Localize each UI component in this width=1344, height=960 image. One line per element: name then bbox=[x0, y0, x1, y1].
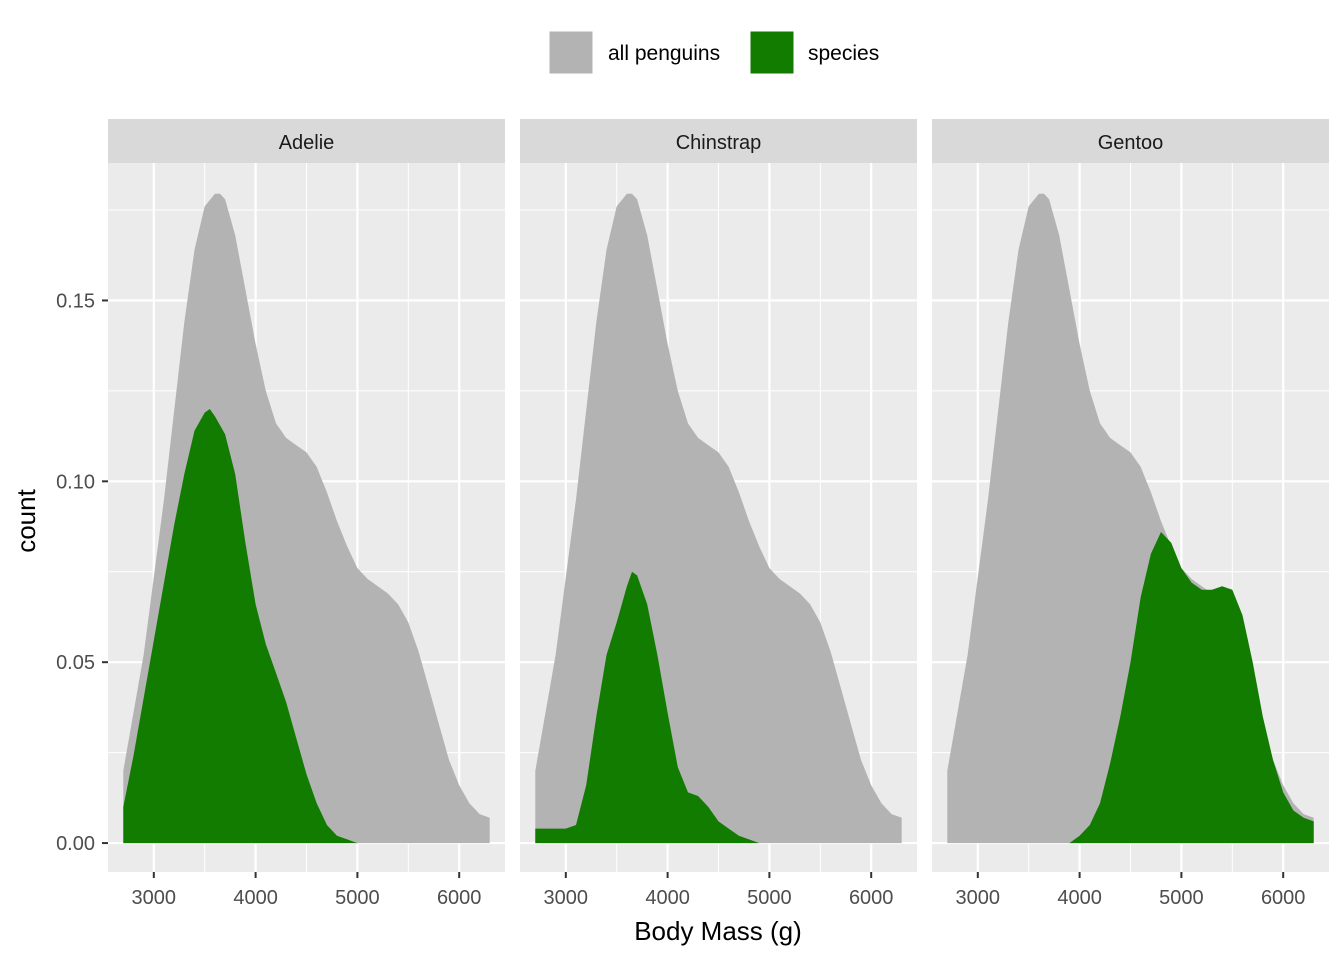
panel-gentoo: Gentoo 3000 4000 5000 6000 bbox=[932, 119, 1329, 909]
strip-label-gentoo: Gentoo bbox=[1098, 132, 1164, 154]
area-species-gentoo bbox=[947, 532, 1314, 844]
density-areas-adelie bbox=[123, 193, 490, 844]
legend-key-all-penguins bbox=[548, 30, 594, 75]
x-axis-title: Body Mass (g) bbox=[634, 916, 802, 946]
strip-chinstrap bbox=[520, 119, 917, 163]
legend: all penguins species bbox=[548, 30, 879, 75]
x-tick-label: 5000 bbox=[335, 887, 380, 909]
y-axis: 0.00 0.05 0.10 0.15 bbox=[56, 290, 108, 855]
x-tick-label: 3000 bbox=[544, 887, 589, 909]
x-tick-label: 4000 bbox=[233, 887, 278, 909]
x-tick-label: 6000 bbox=[437, 887, 482, 909]
area-species-chinstrap bbox=[535, 571, 790, 844]
x-axis-chinstrap: 3000 4000 5000 6000 bbox=[544, 872, 894, 909]
panel-adelie: Adelie 3000 4000 5000 6000 bbox=[108, 119, 505, 909]
x-tick-label: 4000 bbox=[645, 887, 690, 909]
x-tick-label: 3000 bbox=[956, 887, 1001, 909]
x-tick-label: 4000 bbox=[1057, 887, 1102, 909]
density-areas-gentoo bbox=[947, 193, 1314, 844]
strip-label-adelie: Adelie bbox=[279, 132, 335, 154]
legend-label-all-penguins: all penguins bbox=[608, 42, 720, 65]
x-axis-adelie: 3000 4000 5000 6000 bbox=[132, 872, 482, 909]
x-tick-label: 5000 bbox=[747, 887, 792, 909]
y-axis-title: count bbox=[11, 488, 41, 552]
y-tick-label: 0.05 bbox=[56, 652, 95, 674]
x-axis-gentoo: 3000 4000 5000 6000 bbox=[956, 872, 1306, 909]
y-tick-label: 0.15 bbox=[56, 290, 95, 312]
y-tick-label: 0.00 bbox=[56, 833, 95, 855]
strip-gentoo bbox=[932, 119, 1329, 163]
y-tick-label: 0.10 bbox=[56, 471, 95, 493]
panel-chinstrap: Chinstrap 3000 4000 5000 6000 bbox=[520, 119, 917, 909]
legend-key-species bbox=[749, 30, 795, 75]
x-tick-label: 6000 bbox=[1261, 887, 1306, 909]
x-tick-label: 3000 bbox=[132, 887, 177, 909]
legend-label-species: species bbox=[808, 42, 879, 65]
strip-label-chinstrap: Chinstrap bbox=[676, 132, 762, 154]
facet-panels: Adelie 3000 4000 5000 6000 Chinstrap 3000 4000 5… bbox=[108, 119, 1329, 909]
area-species-adelie bbox=[123, 409, 378, 844]
strip-adelie bbox=[108, 119, 505, 163]
density-areas-chinstrap bbox=[535, 193, 902, 844]
x-tick-label: 5000 bbox=[1159, 887, 1204, 909]
x-tick-label: 6000 bbox=[849, 887, 894, 909]
